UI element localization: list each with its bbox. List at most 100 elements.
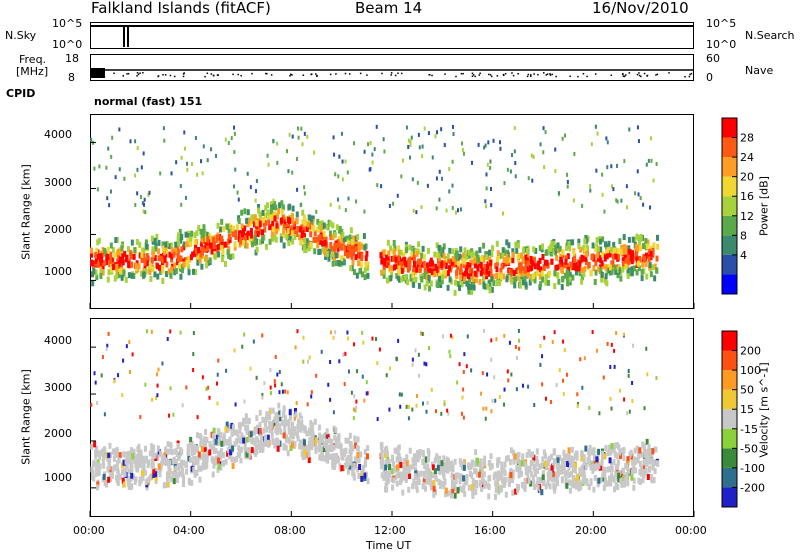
velocity-echo-cell bbox=[492, 474, 496, 481]
nave-point bbox=[490, 75, 493, 78]
power-echo-cell bbox=[421, 261, 425, 268]
velocity-echo-cell bbox=[192, 462, 196, 469]
power-echo-cell bbox=[98, 164, 101, 169]
velocity-echo-cell bbox=[393, 447, 397, 454]
velocity-echo-cell bbox=[426, 448, 430, 455]
nave-point bbox=[489, 74, 492, 76]
velocity-echo-cell bbox=[144, 479, 148, 486]
velocity-echo-cell bbox=[503, 476, 507, 483]
velocity-echo-cell bbox=[102, 473, 106, 480]
power-echo-cell bbox=[605, 269, 609, 276]
power-echo-cell bbox=[231, 230, 235, 237]
power-echo-cell bbox=[187, 256, 191, 263]
velocity-echo-cell bbox=[518, 462, 522, 469]
power-echo-cell bbox=[498, 279, 502, 286]
velocity-echo-cell bbox=[189, 442, 193, 449]
velocity-echo-cell bbox=[106, 343, 109, 348]
power-echo-cell bbox=[448, 189, 451, 194]
power-echo-cell bbox=[260, 229, 264, 236]
velocity-echo-cell bbox=[643, 448, 647, 455]
velocity-echo-cell bbox=[388, 407, 391, 412]
velocity-echo-cell bbox=[374, 337, 377, 342]
power-colorbar-tick-label: 28 bbox=[740, 132, 754, 145]
velocity-echo-cell bbox=[465, 474, 469, 481]
power-echo-cell bbox=[393, 245, 397, 252]
velocity-echo-cell bbox=[264, 421, 268, 428]
power-echo-cell bbox=[174, 248, 178, 255]
nave-point bbox=[348, 73, 351, 75]
power-echo-cell bbox=[625, 184, 628, 189]
power-echo-cell bbox=[412, 254, 416, 261]
velocity-echo-cell bbox=[107, 476, 111, 483]
power-echo-cell bbox=[264, 243, 268, 250]
velocity-echo-cell bbox=[201, 439, 205, 446]
power-echo-cell bbox=[544, 279, 548, 286]
velocity-echo-cell bbox=[458, 362, 461, 367]
velocity-echo-cell bbox=[211, 471, 215, 478]
power-echo-cell bbox=[350, 253, 354, 260]
velocity-echo-cell bbox=[394, 473, 398, 480]
nave-point bbox=[265, 72, 267, 75]
power-colorbar-swatch bbox=[722, 157, 737, 177]
power-echo-cell bbox=[241, 240, 245, 247]
velocity-echo-cell bbox=[96, 470, 100, 477]
velocity-echo-cell bbox=[400, 392, 403, 397]
power-echo-cell bbox=[200, 236, 204, 243]
velocity-echo-cell bbox=[643, 406, 646, 411]
velocity-echo-cell bbox=[190, 479, 194, 486]
power-echo-cell bbox=[651, 247, 655, 254]
power-echo-cell bbox=[635, 256, 639, 263]
velocity-echo-cell bbox=[390, 468, 394, 475]
velocity-echo-cell bbox=[575, 454, 579, 461]
power-echo-cell bbox=[187, 264, 191, 271]
velocity-echo-cell bbox=[506, 369, 509, 374]
power-echo-cell bbox=[452, 131, 455, 136]
velocity-echo-cell bbox=[240, 432, 244, 439]
velocity-echo-cell bbox=[405, 475, 409, 482]
power-echo-cell bbox=[477, 142, 480, 147]
power-echo-cell bbox=[233, 150, 236, 155]
power-echo-cell bbox=[634, 191, 637, 196]
power-echo-cell bbox=[580, 278, 584, 285]
velocity-echo-cell bbox=[124, 451, 128, 458]
power-echo-cell bbox=[340, 131, 343, 136]
velocity-echo-cell bbox=[252, 429, 256, 436]
power-echo-cell bbox=[95, 252, 99, 259]
velocity-echo-cell bbox=[613, 486, 617, 493]
power-echo-cell bbox=[132, 253, 136, 260]
velocity-echo-cell bbox=[476, 457, 480, 464]
power-echo-cell bbox=[554, 264, 558, 271]
power-echo-cell bbox=[546, 279, 550, 286]
velocity-echo-cell bbox=[222, 432, 226, 439]
nsky-label: N.Sky bbox=[5, 29, 37, 42]
power-echo-cell bbox=[490, 286, 494, 293]
velocity-echo-cell bbox=[629, 449, 633, 456]
power-echo-cell bbox=[327, 255, 331, 262]
power-echo-cell bbox=[431, 155, 434, 160]
velocity-echo-cell bbox=[614, 452, 618, 459]
power-echo-cell bbox=[203, 246, 207, 253]
power-echo-cell bbox=[345, 235, 349, 242]
velocity-echo-cell bbox=[310, 436, 314, 443]
power-echo-cell bbox=[614, 268, 618, 275]
power-echo-cell bbox=[247, 217, 251, 224]
velocity-echo-cell bbox=[597, 462, 601, 469]
velocity-echo-cell bbox=[95, 445, 99, 452]
velocity-echo-cell bbox=[617, 476, 621, 483]
velocity-echo-cell bbox=[626, 468, 630, 475]
velocity-echo-cell bbox=[520, 470, 524, 477]
velocity-echo-cell bbox=[474, 449, 478, 456]
velocity-echo-cell bbox=[413, 453, 417, 460]
velocity-echo-cell bbox=[581, 466, 585, 473]
power-echo-cell bbox=[568, 265, 572, 272]
power-echo-cell bbox=[273, 215, 277, 222]
x-tick: 12:00 bbox=[374, 524, 406, 537]
velocity-echo-cell bbox=[180, 467, 184, 474]
power-echo-cell bbox=[300, 126, 303, 131]
power-echo-cell bbox=[191, 268, 195, 275]
velocity-echo-cell bbox=[566, 460, 570, 467]
velocity-echo-cell bbox=[585, 480, 589, 487]
velocity-echo-cell bbox=[395, 480, 399, 487]
power-echo-cell bbox=[399, 249, 403, 256]
power-echo-cell bbox=[264, 220, 268, 227]
